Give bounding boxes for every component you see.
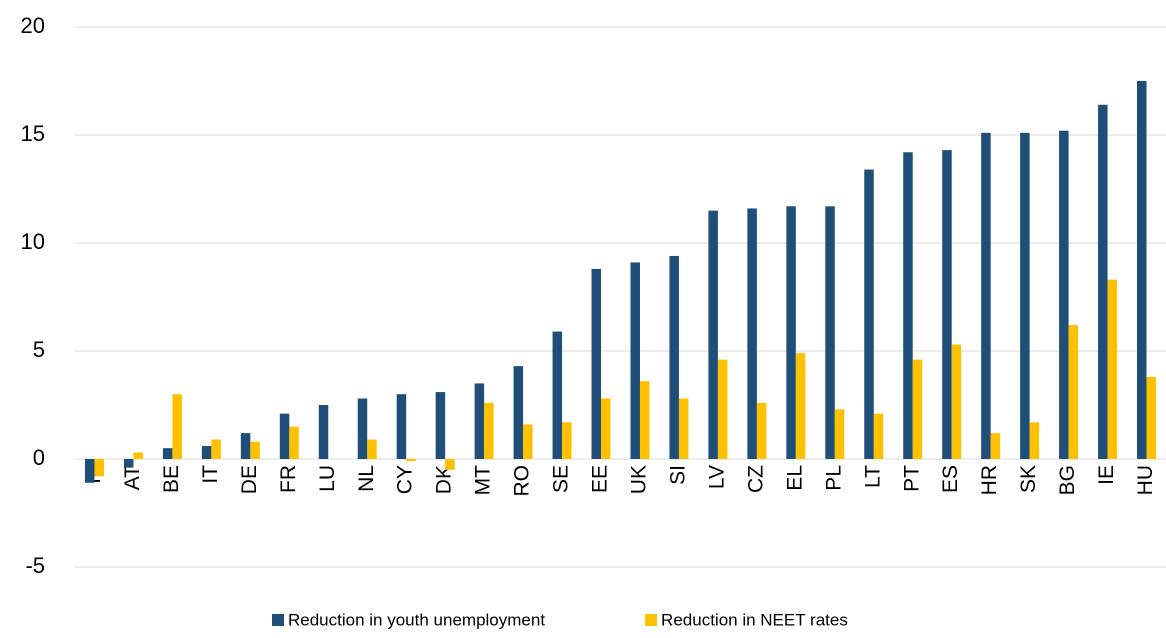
bar [1146,376,1157,459]
bar [601,398,611,459]
y-tick-label: 10 [21,229,45,254]
bar [552,331,563,459]
bar [562,422,572,459]
bar [250,441,260,459]
x-tick-label: AT [121,465,144,490]
x-tick-label: BE [160,465,183,493]
y-tick-label: 20 [21,13,45,38]
bar [708,210,718,459]
bar [1098,104,1108,459]
bar [1068,325,1079,459]
bar [678,398,689,459]
bar [834,409,845,459]
bar [279,413,290,459]
x-tick-label: EL [783,465,806,491]
x-tick-label: LV [705,465,728,489]
bar [445,459,455,470]
bar [435,392,446,459]
x-tick-label: HR [978,465,1001,495]
bar [669,255,679,459]
y-tick-label: 5 [33,337,45,362]
bar [951,344,962,459]
bar [201,446,212,459]
bar [1020,132,1030,459]
x-tick-label: LT [861,465,884,488]
legend-swatch [645,614,658,626]
x-tick-label: SK [1017,465,1040,493]
x-tick-label: FR [277,465,300,493]
bar [523,424,533,459]
x-tick-label: MT [472,465,495,495]
bar [123,459,134,468]
bar [94,459,104,477]
bar [484,402,494,459]
bar [981,132,991,459]
bar [1029,422,1040,459]
y-tick-label: -5 [25,553,45,578]
x-tick-label: SE [550,465,573,493]
bar [318,405,329,459]
x-tick-label: IT [199,465,222,484]
x-tick-label: IE [1095,465,1118,485]
bar [1137,81,1147,459]
x-tick-label: CY [394,465,417,494]
bar [211,439,221,459]
x-tick-label: ES [939,465,962,493]
y-tick-label: 0 [33,445,45,470]
bar [396,394,407,459]
bar [240,433,251,459]
bar [84,459,95,483]
x-tick-label: LU [316,465,339,492]
bar [357,398,368,459]
bar [942,150,952,459]
bar [630,262,640,459]
bar [406,459,416,462]
bar [825,206,835,459]
bar [133,452,143,459]
bar [474,383,485,459]
x-tick-label: PL [822,465,845,491]
x-tick-label: HU [1134,465,1157,495]
bar [903,152,913,459]
legend-swatch [272,614,284,626]
x-tick-label: DK [433,465,456,494]
bar [717,359,728,459]
legend-label: Reduction in NEET rates [661,610,848,629]
x-tick-label: DE [238,465,261,494]
bar [873,413,884,459]
bar [162,448,173,459]
bar [289,426,299,459]
x-tick-label: SI [666,465,689,485]
legend-label: Reduction in youth unemployment [288,610,545,629]
bar [864,169,874,459]
bar [591,268,602,459]
x-tick-label: UK [628,465,651,494]
bar [1107,279,1118,459]
bar [1059,130,1069,459]
x-tick-label: PT [900,465,923,492]
bar [172,394,182,459]
x-tick-label: RO [511,465,534,497]
bar [367,439,377,459]
bar [912,359,923,459]
bar [513,366,524,459]
bar [756,402,767,459]
x-tick-label: EE [589,465,612,493]
y-tick-label: 15 [21,121,45,146]
x-tick-label: CZ [744,465,767,493]
bar [990,433,1001,459]
bar [786,206,796,459]
x-tick-label: NL [355,465,378,492]
x-tick-label: BG [1056,465,1079,495]
bar [639,381,650,459]
bar [795,353,806,459]
bar [747,208,757,459]
